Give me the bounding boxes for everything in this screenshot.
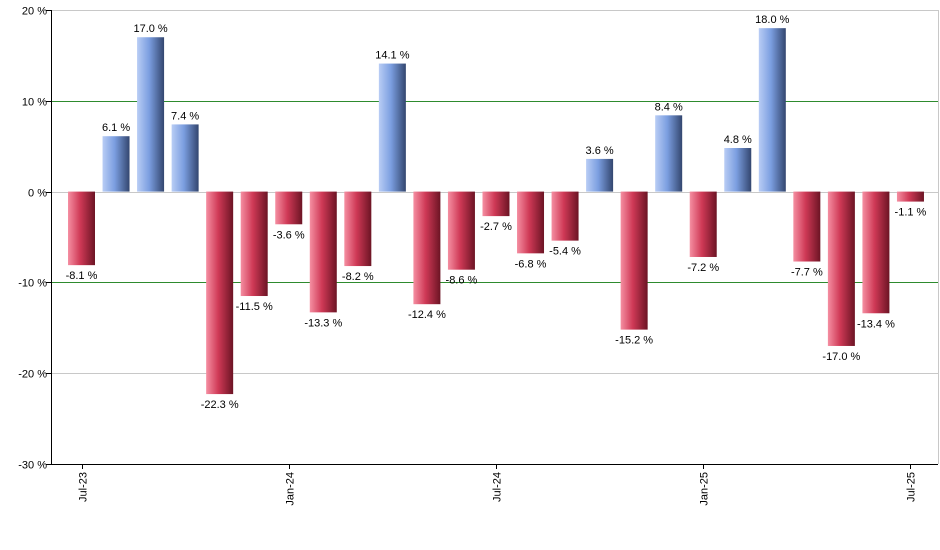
y-tick-label: -20 %: [18, 369, 47, 381]
bar: [309, 191, 337, 313]
bar: [447, 191, 475, 270]
bar: [689, 191, 717, 257]
bar-value-label: -15.2 %: [615, 335, 653, 347]
x-tick-label: Jul-24: [492, 472, 504, 502]
bar-value-label: 4.8 %: [724, 134, 752, 146]
y-tick-label: 0 %: [28, 188, 47, 200]
bar-value-label: -1.1 %: [895, 207, 927, 219]
bar-value-label: 7.4 %: [171, 110, 199, 122]
bar: [517, 191, 545, 254]
bar-value-label: -3.6 %: [273, 229, 305, 241]
x-tick-label: Jan-25: [699, 472, 711, 506]
bar-value-label: -22.3 %: [201, 399, 239, 411]
data-labels: -8.1 % 6.1 % 17.0 % 7.4 % -22.3 % -11.5 % -3.6…: [66, 14, 927, 411]
y-tick-label: -30 %: [18, 460, 47, 472]
bar-value-label: -13.3 %: [304, 317, 342, 329]
bar-value-label: -8.2 %: [342, 271, 374, 283]
bar: [793, 191, 821, 262]
bar: [827, 191, 855, 346]
bar-value-label: 8.4 %: [655, 101, 683, 113]
bar-value-label: 17.0 %: [133, 23, 167, 35]
bar: [724, 148, 752, 192]
bar-value-label: 18.0 %: [755, 14, 789, 26]
bar: [655, 115, 683, 192]
bar: [102, 136, 130, 192]
bar-value-label: -2.7 %: [480, 221, 512, 233]
bar: [206, 191, 234, 395]
bar-value-label: -7.7 %: [791, 267, 823, 279]
bar: [240, 191, 268, 297]
bar: [551, 191, 579, 241]
bar-value-label: 6.1 %: [102, 122, 130, 134]
bar: [620, 191, 648, 330]
bar: [482, 191, 510, 217]
bar-value-label: -8.1 %: [66, 270, 98, 282]
bar: [378, 63, 406, 192]
bar-value-label: -6.8 %: [515, 258, 547, 270]
bar: [137, 37, 165, 192]
bar-value-label: 14.1 %: [375, 50, 409, 62]
bar: [275, 191, 303, 225]
bar-value-label: -5.4 %: [549, 246, 581, 258]
bar: [758, 28, 786, 192]
axes: 20 % 10 % 0 % -10 % -20 % -30 % Jul-23 Jan-24 Ju…: [18, 6, 938, 506]
y-tick-label: -10 %: [18, 278, 47, 290]
bar-value-label: -12.4 %: [408, 309, 446, 321]
bar: [586, 158, 614, 192]
bar-value-label: 3.6 %: [586, 145, 614, 157]
bar: [344, 191, 372, 267]
bar-value-label: -11.5 %: [236, 301, 273, 313]
bar-value-label: -8.6 %: [446, 275, 478, 287]
bar: [171, 124, 199, 192]
bars: [68, 28, 924, 395]
bar-value-label: -7.2 %: [687, 262, 719, 274]
x-tick-label: Jul-23: [78, 472, 90, 502]
bar-value-label: -13.4 %: [857, 318, 895, 330]
bar: [413, 191, 441, 305]
y-tick-label: 20 %: [22, 6, 47, 18]
bar-value-label: -17.0 %: [822, 351, 860, 363]
x-tick-label: Jul-25: [906, 472, 918, 502]
bar: [896, 191, 924, 202]
x-tick-label: Jan-24: [285, 472, 297, 506]
bar: [862, 191, 890, 314]
bar: [68, 191, 95, 266]
y-tick-label: 10 %: [22, 97, 47, 109]
